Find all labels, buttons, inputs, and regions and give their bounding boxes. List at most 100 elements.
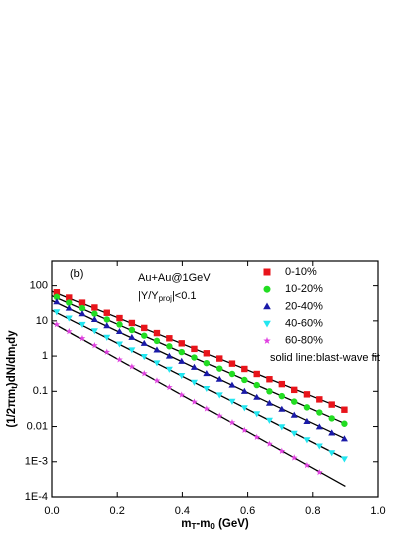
panel-label: (b) bbox=[70, 268, 83, 280]
marker bbox=[103, 334, 111, 341]
marker bbox=[116, 356, 123, 363]
marker bbox=[240, 387, 248, 394]
marker bbox=[191, 345, 198, 353]
marker bbox=[191, 398, 198, 405]
marker bbox=[241, 426, 248, 433]
annotation: solid line:blast-wave fit bbox=[270, 352, 380, 364]
marker bbox=[65, 304, 73, 311]
legend-marker bbox=[263, 320, 271, 328]
marker bbox=[66, 294, 73, 301]
marker bbox=[241, 365, 248, 373]
text-part: t bbox=[10, 343, 19, 346]
marker bbox=[65, 327, 73, 335]
marker bbox=[115, 341, 124, 348]
marker bbox=[278, 424, 286, 431]
marker bbox=[153, 346, 161, 353]
marker bbox=[65, 315, 73, 322]
text-part: |Y/Y bbox=[138, 290, 159, 302]
marker bbox=[116, 314, 123, 322]
marker bbox=[140, 339, 148, 346]
legend-marker bbox=[263, 302, 271, 310]
y-tick-label: 1 bbox=[42, 350, 48, 362]
marker bbox=[341, 406, 348, 413]
marker bbox=[316, 409, 323, 416]
marker bbox=[290, 411, 298, 418]
text-part: m bbox=[181, 518, 191, 530]
marker bbox=[340, 435, 348, 442]
marker bbox=[141, 324, 148, 332]
marker bbox=[53, 320, 61, 328]
marker bbox=[278, 405, 286, 412]
fit-line bbox=[51, 309, 346, 460]
legend-marker bbox=[263, 285, 271, 293]
marker bbox=[341, 420, 348, 427]
marker bbox=[190, 363, 198, 370]
x-tick-label: 0.8 bbox=[305, 505, 320, 517]
marker bbox=[66, 299, 73, 306]
text-part: (1/2πm bbox=[6, 389, 18, 428]
marker bbox=[253, 433, 261, 440]
marker bbox=[215, 375, 223, 382]
legend-marker bbox=[263, 336, 271, 344]
marker bbox=[253, 370, 260, 378]
marker bbox=[203, 359, 211, 367]
marker bbox=[166, 343, 173, 350]
text-part: proj bbox=[159, 294, 173, 303]
marker bbox=[53, 298, 61, 305]
marker bbox=[228, 381, 236, 388]
marker bbox=[116, 321, 123, 328]
x-tick-label: 0.4 bbox=[175, 505, 190, 517]
marker bbox=[153, 329, 161, 337]
marker bbox=[291, 386, 298, 394]
plot-frame bbox=[51, 260, 379, 498]
annotation: Au+Au@1GeV bbox=[138, 272, 211, 284]
marker bbox=[178, 348, 185, 356]
marker bbox=[266, 388, 273, 395]
marker bbox=[240, 405, 248, 412]
x-tick-label: 0.0 bbox=[44, 505, 59, 517]
fit-line bbox=[51, 321, 346, 487]
marker bbox=[103, 316, 110, 323]
marker bbox=[203, 369, 211, 377]
marker bbox=[53, 309, 61, 316]
marker bbox=[203, 350, 211, 357]
marker bbox=[303, 391, 311, 398]
x-tick-label: 1.0 bbox=[370, 505, 385, 517]
text-part: 0 bbox=[210, 522, 215, 531]
y-tick-label: 1E-3 bbox=[25, 456, 48, 468]
marker bbox=[303, 461, 311, 469]
text-part: t bbox=[10, 386, 19, 389]
text-part: )dN/dm bbox=[6, 346, 18, 386]
marker bbox=[278, 447, 286, 454]
marker bbox=[328, 429, 336, 436]
marker bbox=[90, 315, 98, 322]
marker bbox=[328, 450, 336, 457]
marker bbox=[265, 399, 273, 406]
legend-label: 10-20% bbox=[285, 283, 323, 295]
marker bbox=[216, 365, 223, 372]
marker bbox=[316, 396, 323, 403]
marker bbox=[253, 393, 261, 400]
legend-marker bbox=[263, 268, 271, 276]
marker bbox=[303, 404, 311, 411]
marker bbox=[215, 392, 223, 399]
marker bbox=[215, 412, 223, 419]
y-axis-title: (1/2πmt)dN/dmtdy bbox=[6, 330, 19, 428]
marker bbox=[166, 335, 173, 342]
marker bbox=[166, 383, 173, 391]
marker bbox=[228, 360, 236, 367]
text-part: -m bbox=[196, 518, 210, 530]
marker bbox=[153, 360, 161, 367]
marker bbox=[228, 398, 236, 405]
y-tick-label: 1E-4 bbox=[25, 491, 48, 503]
legend-label: 40-60% bbox=[285, 318, 323, 330]
marker bbox=[115, 327, 124, 335]
marker bbox=[228, 419, 236, 426]
marker bbox=[128, 347, 136, 354]
marker bbox=[190, 379, 198, 386]
text-part: (GeV) bbox=[215, 518, 249, 530]
marker bbox=[290, 454, 298, 461]
marker bbox=[178, 372, 186, 380]
annotation: |Y/Yproj|<0.1 bbox=[138, 290, 197, 303]
